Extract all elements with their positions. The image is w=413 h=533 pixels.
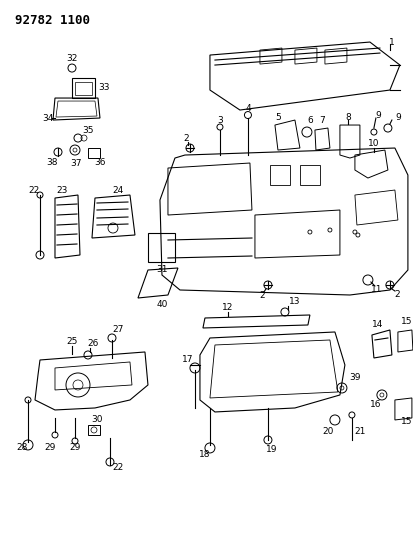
Text: 39: 39 [349, 374, 361, 383]
Text: 25: 25 [66, 337, 78, 346]
Text: 7: 7 [319, 116, 325, 125]
Text: 23: 23 [56, 185, 68, 195]
Text: 31: 31 [156, 265, 168, 274]
Text: 2: 2 [259, 292, 265, 301]
Text: 18: 18 [199, 450, 211, 459]
Text: 10: 10 [368, 139, 380, 148]
Text: 3: 3 [217, 116, 223, 125]
Text: 92782 1100: 92782 1100 [15, 14, 90, 27]
Text: 28: 28 [16, 443, 28, 453]
Text: 9: 9 [375, 110, 381, 119]
Text: 2: 2 [394, 290, 400, 300]
Text: 26: 26 [87, 340, 99, 349]
Text: 27: 27 [112, 326, 123, 335]
Text: 13: 13 [289, 297, 301, 306]
Text: 15: 15 [401, 318, 413, 327]
Text: 17: 17 [182, 356, 194, 365]
Text: 29: 29 [69, 443, 81, 453]
Text: 37: 37 [70, 158, 82, 167]
Text: 24: 24 [112, 185, 123, 195]
Text: 6: 6 [307, 116, 313, 125]
Text: 40: 40 [156, 301, 168, 310]
Text: 12: 12 [222, 303, 234, 312]
Text: 36: 36 [94, 158, 106, 166]
Text: 2: 2 [183, 134, 189, 142]
Text: 1: 1 [389, 37, 395, 46]
Text: 8: 8 [345, 112, 351, 122]
Text: 19: 19 [266, 446, 278, 455]
Text: 21: 21 [354, 427, 366, 437]
Text: 33: 33 [98, 83, 110, 92]
Text: 20: 20 [322, 427, 334, 437]
Text: 34: 34 [42, 114, 54, 123]
Text: 22: 22 [28, 185, 40, 195]
Text: 32: 32 [66, 53, 78, 62]
Text: 4: 4 [245, 103, 251, 112]
Text: 15: 15 [401, 417, 413, 426]
Text: 14: 14 [372, 320, 384, 329]
Text: 35: 35 [82, 126, 94, 134]
Text: 38: 38 [46, 158, 58, 166]
Text: 22: 22 [112, 464, 123, 472]
Text: 5: 5 [275, 112, 281, 122]
Text: 29: 29 [44, 443, 56, 453]
Text: 9: 9 [395, 112, 401, 122]
Text: 16: 16 [370, 400, 382, 409]
Text: 11: 11 [371, 286, 383, 295]
Text: 30: 30 [91, 415, 103, 424]
